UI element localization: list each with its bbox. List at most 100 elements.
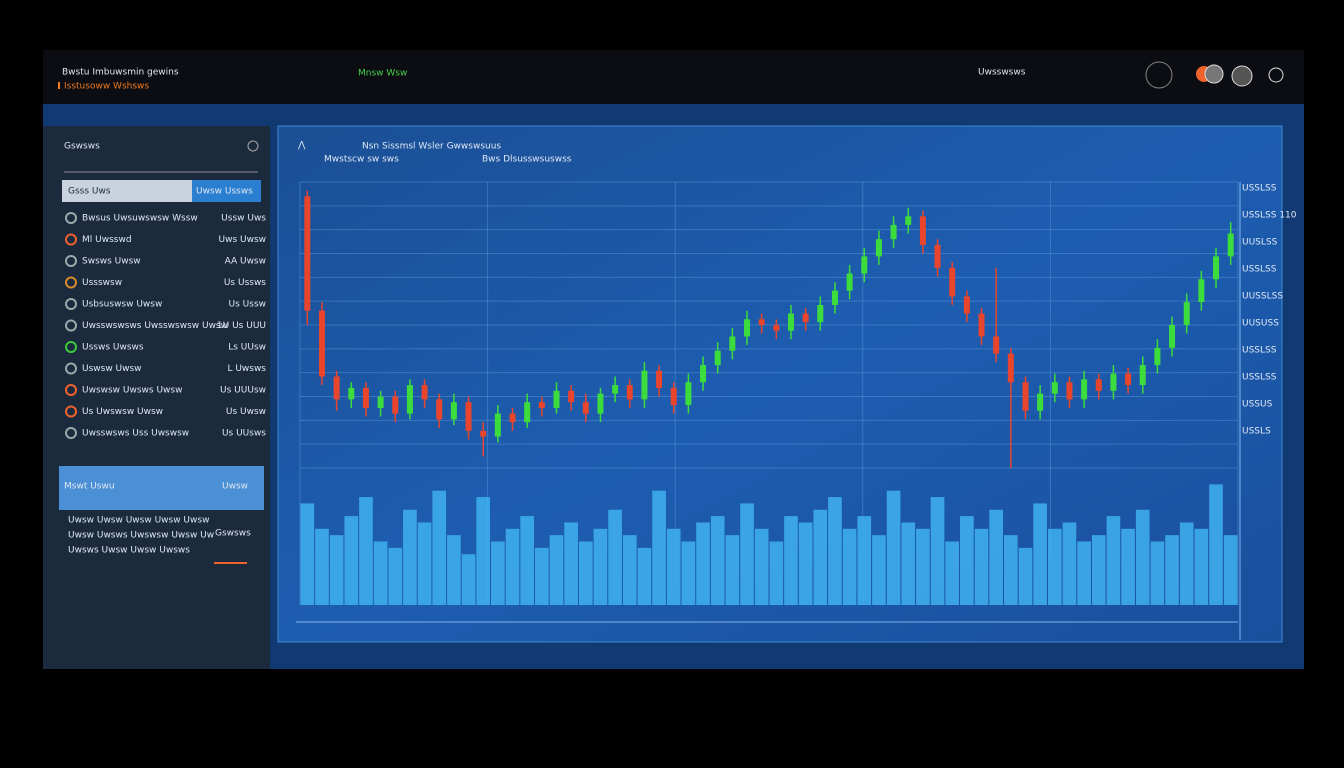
chart: USSLSS USSLSS 110 UUSLSS USSLSS UUSSLSS UUSUS…	[296, 181, 1297, 640]
axis-label: USSLSS	[1242, 373, 1277, 383]
candle-body	[949, 267, 956, 297]
candle-body	[1066, 382, 1073, 400]
item-name[interactable]: Ussswsw	[82, 278, 122, 288]
candle-body	[406, 385, 413, 414]
candle-body	[729, 336, 736, 351]
candle-body	[1007, 353, 1014, 383]
volume-bar	[930, 497, 945, 605]
volume-bar	[491, 541, 505, 605]
icon-button[interactable]	[1145, 61, 1173, 89]
axis-label: USSLSS	[1242, 346, 1277, 356]
volume-bar	[417, 522, 432, 605]
volume-bar	[798, 522, 813, 605]
toggle-knob[interactable]	[1204, 64, 1224, 84]
candle-body	[450, 402, 457, 420]
candle-body	[348, 387, 355, 400]
volume-bar	[1004, 535, 1018, 605]
volume-bar	[886, 490, 901, 605]
candle-body	[612, 385, 619, 394]
volume-bar	[549, 535, 564, 605]
search-text: Gsss Uws	[68, 187, 111, 197]
volume-bar	[1194, 528, 1209, 605]
panel-line: Uwsw Uwsw Uwsw Uwsw Uwsw	[68, 516, 209, 526]
item-value: Us UUsws	[222, 429, 266, 439]
item-value: 1U Us UUU	[217, 321, 266, 331]
candle-body	[993, 336, 1000, 354]
item-icon	[65, 405, 77, 418]
volume-bar	[1121, 528, 1135, 605]
settings-button[interactable]	[1268, 67, 1284, 83]
search-input[interactable]	[62, 180, 192, 202]
volume-bar	[696, 522, 710, 605]
item-name[interactable]: Swsws Uwsw	[82, 257, 141, 267]
axis-label: UUSSLSS	[1242, 292, 1283, 302]
candle-body	[656, 370, 663, 388]
item-icon	[65, 319, 77, 332]
candle-body	[509, 413, 516, 423]
item-value: Us Uwsw	[226, 407, 266, 417]
close-button[interactable]	[247, 140, 259, 152]
axis-label: USSLSS	[1242, 265, 1277, 275]
volume-bar	[813, 509, 828, 605]
candle-body	[1169, 325, 1176, 348]
item-value: Ussw Uws	[221, 214, 266, 224]
volume-bar	[622, 535, 637, 605]
account-name[interactable]: Uwsswsws	[978, 68, 1026, 78]
volume-bar	[1077, 541, 1091, 605]
candle-body	[934, 244, 941, 268]
item-icon	[65, 276, 77, 289]
item-icon	[65, 298, 77, 310]
candle-body	[714, 350, 721, 366]
volume-bar	[300, 503, 315, 605]
item-name[interactable]: Uwsswsws Uss Uwswsw	[82, 429, 189, 439]
search-button-label[interactable]: Uwsw Ussws	[196, 187, 253, 197]
volume-bar	[1150, 541, 1165, 605]
volume-bar	[344, 516, 359, 605]
candle-body	[436, 399, 443, 420]
item-name[interactable]: Uwsswswsws Uwsswswsw Uwsw	[82, 321, 228, 331]
candle-body	[1227, 233, 1234, 257]
volume-bar	[1165, 535, 1179, 605]
item-icon	[65, 384, 77, 396]
volume-bar	[842, 528, 857, 605]
item-name[interactable]: Uswsw Uwsw	[82, 364, 142, 374]
item-value: Us Ussw	[229, 300, 266, 310]
item-value: Uws Uwsw	[219, 235, 267, 245]
search-button[interactable]	[192, 180, 261, 202]
item-name[interactable]: Uwswsw Uwsws Uwsw	[82, 386, 182, 396]
avatar[interactable]	[1231, 65, 1253, 87]
volume-bar	[1091, 535, 1106, 605]
item-name[interactable]: Ussws Uwsws	[82, 343, 144, 353]
item-value: L Uwsws	[227, 364, 266, 374]
candle-body	[538, 402, 545, 408]
candle-body	[1125, 373, 1132, 386]
candle-body	[421, 385, 428, 400]
volume-bar	[329, 535, 344, 605]
volume-bar	[461, 554, 476, 605]
candle-body	[670, 387, 677, 406]
candle-body	[1110, 373, 1117, 391]
item-name[interactable]: Usbsuswsw Uwsw	[82, 300, 162, 310]
item-name[interactable]: Us Uwswsw Uwsw	[82, 407, 163, 417]
volume-bar	[1135, 509, 1150, 605]
candle-body	[465, 402, 472, 431]
volume-bar	[388, 547, 403, 605]
candle-body	[494, 413, 501, 437]
candle-body	[641, 370, 648, 400]
candle-body	[787, 313, 794, 331]
item-name[interactable]: Bwsus Uwsuwswsw Wssw	[82, 214, 198, 224]
candle-body	[817, 304, 824, 323]
candle-body	[553, 390, 560, 408]
volume-bar	[974, 528, 989, 605]
volume-bar	[872, 535, 886, 605]
chart-icon: ⋀	[297, 141, 306, 151]
nav-link[interactable]: Mnsw Wsw	[358, 69, 407, 79]
volume-bar	[637, 547, 652, 605]
accent	[58, 82, 60, 89]
volume-bar	[945, 541, 960, 605]
item-name[interactable]: Ml Uwsswd	[82, 235, 132, 245]
app-title: Bwstu Imbuwsmin gewins	[62, 68, 179, 78]
candle-body	[1198, 279, 1205, 303]
volume-bar	[1033, 503, 1047, 605]
